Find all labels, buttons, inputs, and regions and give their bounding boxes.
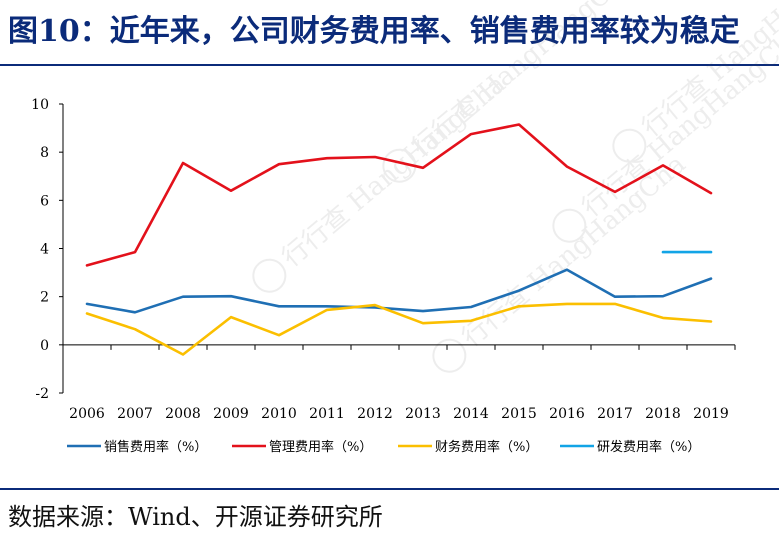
axes: -2 0 2 4 6 8 10 2006 2007 2008 2009 2010 2011 2012 201… [31, 97, 736, 422]
x-tick-label: 2011 [309, 406, 345, 422]
legend-label: 管理费用率（%） [269, 439, 372, 455]
y-tick-label: 8 [40, 145, 49, 161]
x-tick-label: 2018 [645, 406, 681, 422]
y-tick-label: 10 [31, 97, 49, 113]
watermark-logo [252, 258, 287, 293]
source-divider [0, 488, 779, 490]
x-tick-label: 2007 [117, 406, 153, 422]
watermark-text: 行行查 HangHangCha [457, 149, 692, 353]
legend-label: 销售费用率（%） [104, 439, 207, 455]
title-divider [0, 64, 779, 66]
watermark-logo [612, 128, 647, 163]
series-line [85, 268, 713, 314]
series-line [85, 123, 713, 267]
y-tick-label: -2 [35, 386, 49, 402]
y-tick-label: 6 [40, 193, 49, 209]
series-line [85, 302, 713, 356]
y-tick-label: 4 [40, 242, 49, 258]
series-lines [85, 123, 713, 356]
x-tick-label: 2017 [597, 406, 633, 422]
source-note: 数据来源：Wind、开源证券研究所 [8, 503, 383, 531]
watermark: 行行查 HangHangCha [432, 149, 692, 373]
chart-title: 图10：近年来，公司财务费用率、销售费用率较为稳定 [8, 14, 740, 49]
y-tick-label: 2 [40, 290, 49, 306]
watermark-logo [382, 148, 417, 183]
x-tick-label: 2009 [213, 406, 249, 422]
watermark-logo [552, 208, 587, 243]
x-tick-label: 2012 [357, 406, 393, 422]
x-tick-label: 2019 [693, 406, 729, 422]
x-tick-label: 2006 [69, 406, 105, 422]
x-tick-label: 2010 [261, 406, 297, 422]
legend: 销售费用率（%） 管理费用率（%） 财务费用率（%） 研发费用率（%） [67, 439, 700, 455]
watermark-text: 行行查 HangHangCha [407, 0, 642, 163]
legend-label: 财务费用率（%） [435, 439, 538, 455]
x-tick-label: 2015 [501, 406, 537, 422]
y-tick-label: 0 [40, 338, 49, 354]
x-tick-label: 2008 [165, 406, 201, 422]
watermark-logo [432, 338, 467, 373]
x-tick-label: 2014 [453, 406, 489, 422]
x-tick-label: 2013 [405, 406, 441, 422]
x-tick-label: 2016 [549, 406, 585, 422]
legend-label: 研发费用率（%） [597, 439, 700, 455]
